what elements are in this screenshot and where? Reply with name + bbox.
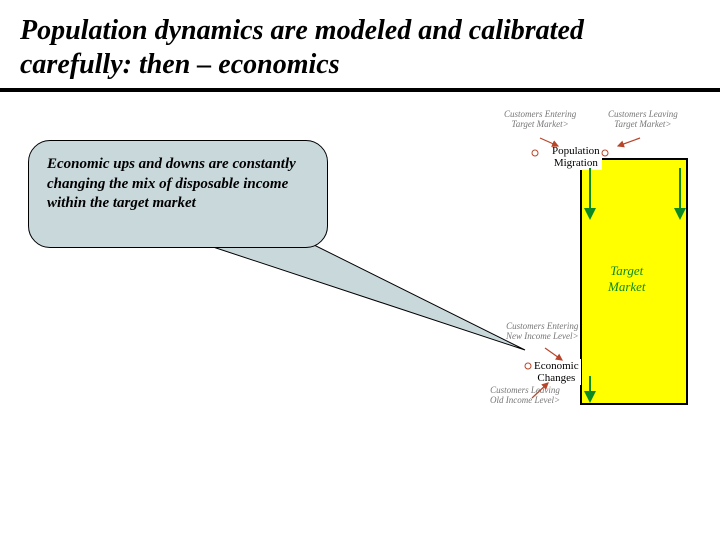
callout-bubble: Economic ups and downs are constantly ch… (28, 140, 328, 248)
slide-title: Population dynamics are modeled and cali… (20, 14, 700, 81)
flow-diagram: TargetMarket PopulationMigration Economi… (490, 108, 700, 428)
title-underline (0, 88, 720, 92)
callout-text: Economic ups and downs are constantly ch… (47, 155, 309, 214)
diagram-arrows (490, 108, 700, 428)
